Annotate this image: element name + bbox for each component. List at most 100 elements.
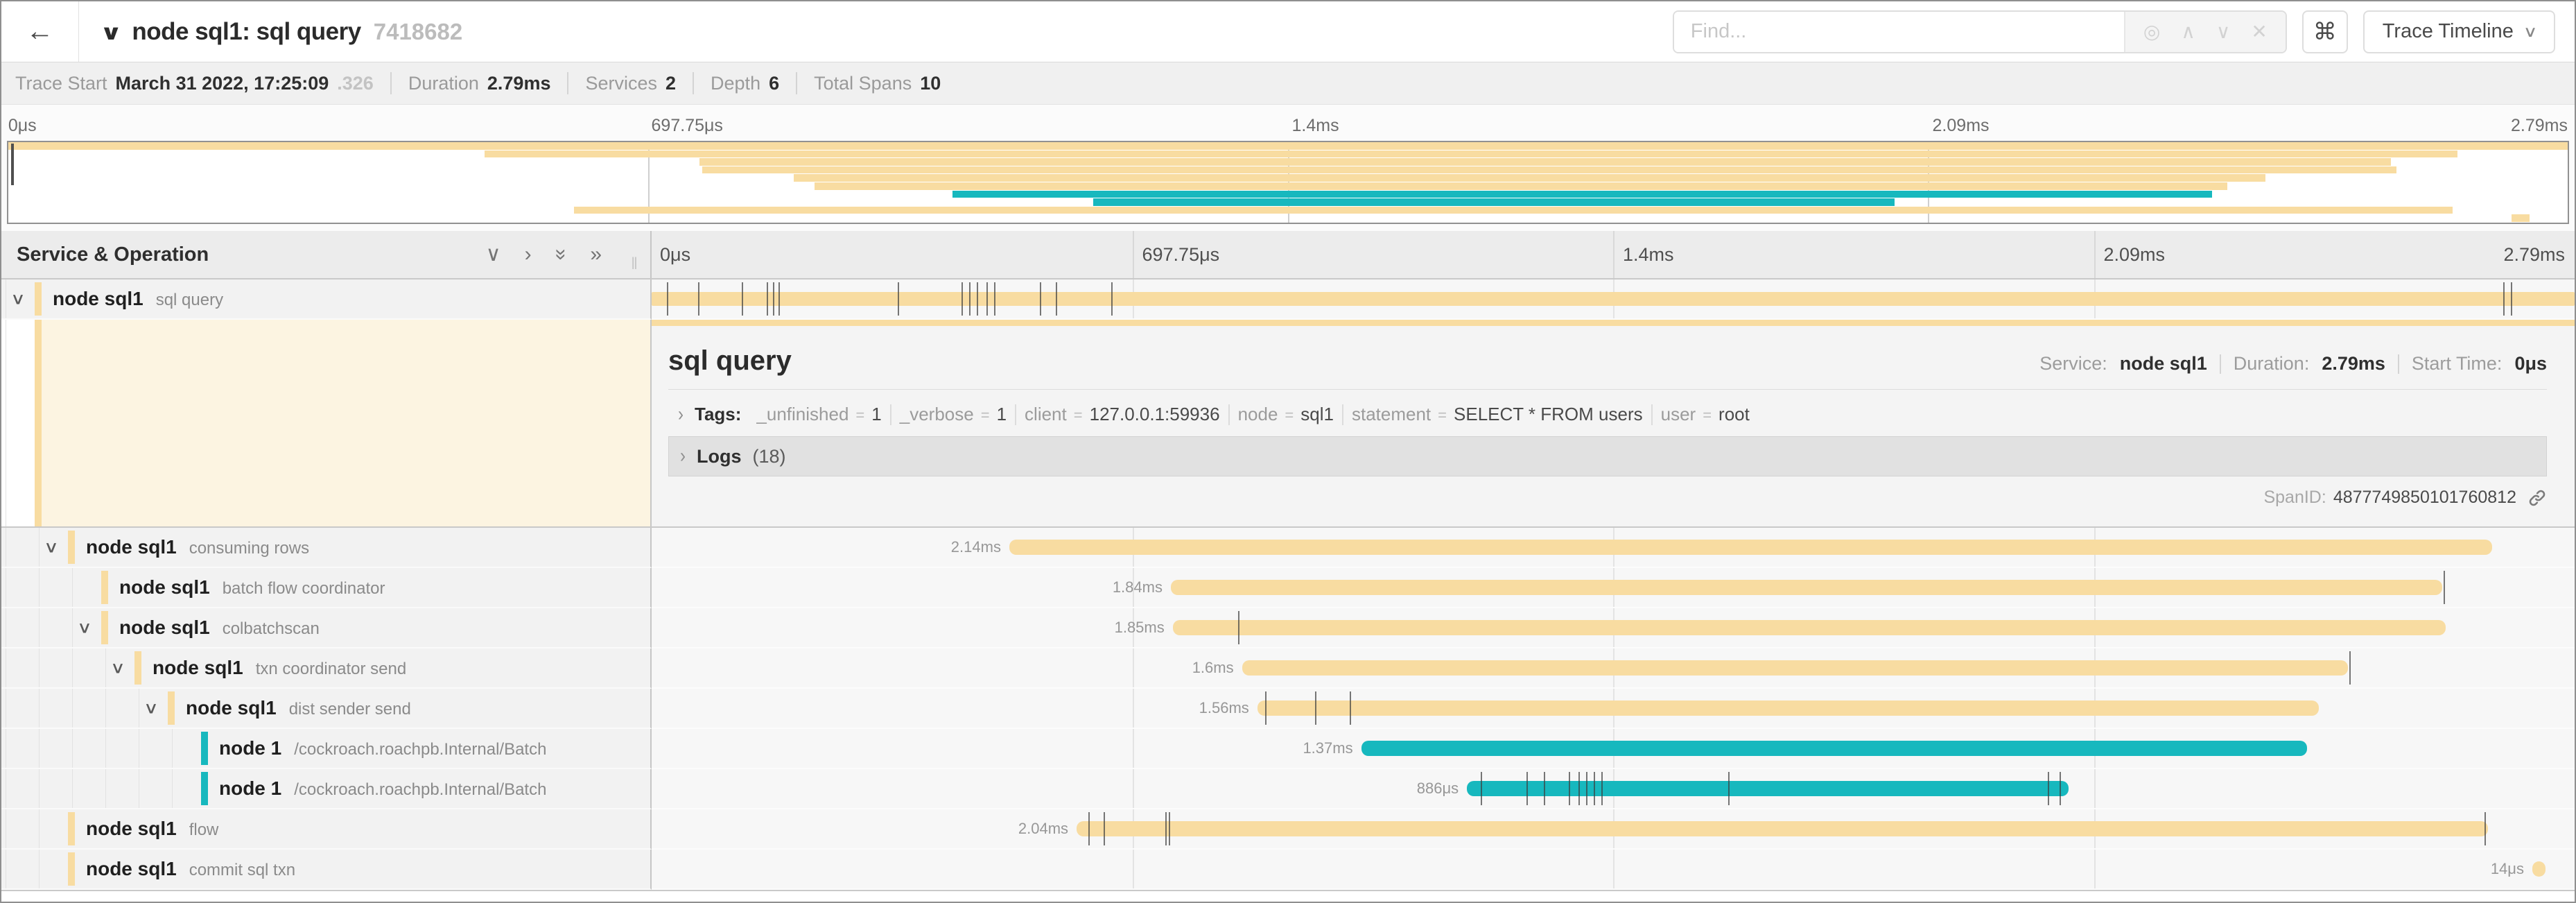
span-tree-row[interactable]: ∨ node sql1 txn coordinator send [1,648,652,689]
chevron-down-icon[interactable]: ∨ [99,21,123,44]
service-color-stripe [101,611,108,644]
span-duration-bar[interactable] [1242,660,2348,676]
span-timeline-row[interactable]: 886μs [652,769,2575,809]
find-clear-icon[interactable]: ✕ [2251,21,2268,42]
span-duration-bar[interactable] [1009,540,2492,555]
span-duration-bar[interactable] [1467,781,2069,796]
tags-row[interactable]: › Tags: _unfinished = 1 _verbose = 1 client = 12… [668,390,2547,436]
span-timeline-row[interactable]: 1.56ms [652,689,2575,729]
detail-accent-bar [652,320,2575,326]
trace-title-group[interactable]: ∨ node sql1: sql query 7418682 [79,18,1673,46]
find-input[interactable] [1673,11,2124,52]
span-tree-row[interactable]: ∨ node sql1 consuming rows [1,528,652,568]
span-timeline-row[interactable]: 1.84ms [652,568,2575,608]
log-marker-tick [667,282,669,316]
log-marker-tick [1480,772,1482,805]
view-selector-button[interactable]: Trace Timeline ∨ [2362,10,2555,53]
divider [1341,404,1343,425]
chevron-down-icon[interactable]: ∨ [44,538,59,556]
span-detail-left-gutter [1,320,652,526]
log-marker-tick [1594,772,1596,805]
column-resize-grip[interactable]: ‖ [631,255,639,273]
log-marker-tick [2047,772,2049,805]
span-tree-row[interactable]: node sql1 flow [1,809,652,850]
span-tree-row[interactable]: ∨ node sql1 colbatchscan [1,608,652,648]
minimap-span-bar [484,150,2458,158]
tag-item[interactable]: user = root [1661,404,1750,425]
service-color-stripe [68,812,75,845]
indent-guide [39,528,40,567]
expand-one-icon[interactable]: › [524,243,532,266]
span-tree-row[interactable]: ∨ node sql1 sql query [1,280,652,320]
find-next-icon[interactable]: ∨ [2216,21,2231,42]
tag-item[interactable]: _verbose = 1 [900,404,1007,425]
span-timeline-row[interactable]: 14μs [652,850,2575,890]
chevron-down-icon[interactable]: ∨ [77,618,92,637]
span-tree-row[interactable]: node sql1 batch flow coordinator [1,568,652,608]
minimap-span-row [8,198,2568,207]
span-duration-bar[interactable] [1257,700,2320,716]
chevron-down-icon[interactable]: ∨ [110,658,125,677]
log-marker-tick [1103,812,1105,845]
timeline-ruler: 0μs 697.75μs 1.4ms 2.09ms 2.79ms [652,231,2575,278]
log-marker-tick [742,282,744,316]
span-timeline-row[interactable]: 1.6ms [652,648,2575,689]
trace-info-value: 6 [769,72,780,94]
tag-item[interactable]: _unfinished = 1 [756,404,881,425]
minimap-time-label: 2.09ms [1932,116,1990,135]
span-tree-row[interactable]: node 1/cockroach.roachpb.Internal/Batch [1,729,652,769]
collapse-all-icon[interactable]: » [549,248,573,261]
logs-row[interactable]: › Logs (18) [668,436,2547,476]
span-duration-bar[interactable] [1170,580,2442,595]
tag-key: _unfinished [756,404,849,424]
minimap-canvas[interactable] [7,141,2569,224]
span-timeline-row[interactable]: 1.37ms [652,729,2575,769]
indent-guide [105,689,106,728]
span-timeline-row[interactable]: 2.04ms [652,809,2575,850]
span-tree-row[interactable]: ∨ node sql1 dist sender send [1,689,652,729]
back-button[interactable]: ← [1,1,79,62]
divider [2219,354,2221,374]
chevron-down-icon[interactable]: ∨ [10,289,26,308]
span-duration-bar[interactable] [2532,861,2546,877]
span-timeline-row[interactable]: 1.85ms [652,608,2575,648]
span-duration-bar[interactable] [1361,741,2308,756]
link-icon[interactable] [2527,488,2547,508]
ruler-tick-label: 2.79ms [2503,243,2565,265]
log-marker-tick [1349,691,1351,725]
span-tree-row[interactable]: node sql1 commit sql txn [1,850,652,890]
collapse-one-icon[interactable]: ∨ [485,243,501,266]
minimap-drag-handle[interactable] [11,144,14,185]
span-tree-row[interactable]: node 1/cockroach.roachpb.Internal/Batch [1,769,652,809]
divider [796,72,798,94]
indent-guide [105,729,106,768]
span-timeline-row[interactable]: 2.14ms [652,528,2575,568]
top-header: ← ∨ node sql1: sql query 7418682 ◎ ∧ ∨ ✕… [1,1,2575,62]
columns-header: Service & Operation ∨ › » » ‖ 0μs 697.75μ… [1,231,2575,280]
chevron-down-icon[interactable]: ∨ [143,698,159,717]
keyboard-shortcuts-button[interactable]: ⌘ [2301,10,2348,53]
tag-item[interactable]: statement = SELECT * FROM users [1352,404,1643,425]
span-timeline-row[interactable] [652,280,2575,320]
span-name-group: node sql1 sql query [53,288,223,310]
divider [1651,404,1653,425]
span-row: ∨ node sql1 sql query [1,280,2575,320]
expand-all-icon[interactable]: » [590,243,602,266]
span-duration-bar[interactable] [652,292,2575,306]
tag-item[interactable]: node = sql1 [1238,404,1334,425]
locate-icon[interactable]: ◎ [2143,21,2161,42]
tag-item[interactable]: client = 127.0.0.1:59936 [1025,404,1220,425]
tag-value: SELECT * FROM users [1454,404,1643,424]
find-prev-icon[interactable]: ∧ [2181,21,2195,42]
span-row: ∨ node sql1 txn coordinator send 1.6ms [1,648,2575,689]
span-duration-bar[interactable] [1172,620,2446,635]
span-duration-bar[interactable] [1077,821,2489,836]
tag-value: 127.0.0.1:59936 [1089,404,1220,424]
trace-info-value: 2.79ms [487,72,551,94]
tag-value: 1 [996,404,1007,424]
divider [889,404,891,425]
command-icon: ⌘ [2313,18,2337,45]
tag-value: sql1 [1300,404,1334,424]
log-marker-tick [1088,812,1090,845]
span-row: node sql1 flow 2.04ms [1,809,2575,850]
